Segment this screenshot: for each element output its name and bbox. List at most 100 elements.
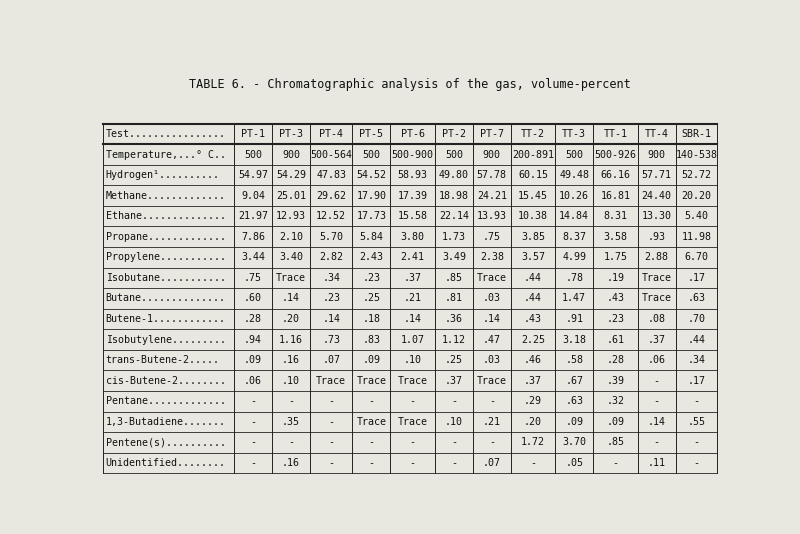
Text: .18: .18 xyxy=(362,314,380,324)
Text: Trace: Trace xyxy=(398,417,428,427)
Text: 2.88: 2.88 xyxy=(645,253,669,262)
Text: 1.12: 1.12 xyxy=(442,335,466,344)
Text: .23: .23 xyxy=(322,294,340,303)
Text: PT-5: PT-5 xyxy=(359,129,383,139)
Text: trans-Butene-2.....: trans-Butene-2..... xyxy=(106,355,219,365)
Text: -: - xyxy=(489,396,494,406)
Text: -: - xyxy=(694,458,699,468)
Text: Isobutylene.........: Isobutylene......... xyxy=(106,335,226,344)
Text: Trace: Trace xyxy=(276,273,306,283)
Text: -: - xyxy=(250,417,256,427)
Text: 20.20: 20.20 xyxy=(682,191,711,201)
Text: 1.75: 1.75 xyxy=(603,253,627,262)
Text: 54.97: 54.97 xyxy=(238,170,268,180)
Text: .34: .34 xyxy=(687,355,706,365)
Text: -: - xyxy=(288,396,294,406)
Text: .23: .23 xyxy=(362,273,380,283)
Text: 13.93: 13.93 xyxy=(477,211,506,221)
Text: 15.58: 15.58 xyxy=(398,211,428,221)
Text: Temperature,...° C..: Temperature,...° C.. xyxy=(106,150,226,160)
Text: 16.81: 16.81 xyxy=(601,191,630,201)
Text: .58: .58 xyxy=(566,355,583,365)
Text: TABLE 6. - Chromatographic analysis of the gas, volume-percent: TABLE 6. - Chromatographic analysis of t… xyxy=(189,78,631,91)
Text: .16: .16 xyxy=(282,458,300,468)
Text: .91: .91 xyxy=(566,314,583,324)
Text: Ethane..............: Ethane.............. xyxy=(106,211,226,221)
Text: 5.84: 5.84 xyxy=(359,232,383,242)
Text: PT-7: PT-7 xyxy=(480,129,504,139)
Text: 54.29: 54.29 xyxy=(276,170,306,180)
Text: .36: .36 xyxy=(445,314,463,324)
Text: 29.62: 29.62 xyxy=(316,191,346,201)
Text: .09: .09 xyxy=(244,355,262,365)
Text: .63: .63 xyxy=(566,396,583,406)
Text: .23: .23 xyxy=(606,314,625,324)
Text: .17: .17 xyxy=(687,376,706,386)
Text: 57.78: 57.78 xyxy=(477,170,506,180)
Text: .32: .32 xyxy=(606,396,625,406)
Text: .55: .55 xyxy=(687,417,706,427)
Text: .78: .78 xyxy=(566,273,583,283)
Text: -: - xyxy=(410,437,416,447)
Text: 8.37: 8.37 xyxy=(562,232,586,242)
Text: cis-Butene-2........: cis-Butene-2........ xyxy=(106,376,226,386)
Text: PT-2: PT-2 xyxy=(442,129,466,139)
Text: .39: .39 xyxy=(606,376,625,386)
Text: 500: 500 xyxy=(566,150,583,160)
Text: .06: .06 xyxy=(648,355,666,365)
Text: -: - xyxy=(451,396,457,406)
Text: .10: .10 xyxy=(404,355,422,365)
Text: 5.40: 5.40 xyxy=(684,211,708,221)
Text: 500-900: 500-900 xyxy=(392,150,434,160)
Text: 3.49: 3.49 xyxy=(442,253,466,262)
Text: .44: .44 xyxy=(524,294,542,303)
Text: Trace: Trace xyxy=(398,376,428,386)
Text: .09: .09 xyxy=(362,355,380,365)
Text: 1.16: 1.16 xyxy=(279,335,303,344)
Text: Unidentified........: Unidentified........ xyxy=(106,458,226,468)
Text: -: - xyxy=(328,437,334,447)
Text: 2.82: 2.82 xyxy=(319,253,343,262)
Text: PT-1: PT-1 xyxy=(241,129,265,139)
Text: 47.83: 47.83 xyxy=(316,170,346,180)
Text: Butane..............: Butane.............. xyxy=(106,294,226,303)
Text: Trace: Trace xyxy=(356,376,386,386)
Text: .20: .20 xyxy=(524,417,542,427)
Text: .08: .08 xyxy=(648,314,666,324)
Text: 24.40: 24.40 xyxy=(642,191,672,201)
Text: 2.10: 2.10 xyxy=(279,232,303,242)
Text: .14: .14 xyxy=(648,417,666,427)
Text: .37: .37 xyxy=(648,335,666,344)
Text: 12.93: 12.93 xyxy=(276,211,306,221)
Text: Trace: Trace xyxy=(477,273,506,283)
Text: Pentene(s)..........: Pentene(s).......... xyxy=(106,437,226,447)
Text: 500: 500 xyxy=(362,150,380,160)
Text: .70: .70 xyxy=(687,314,706,324)
Text: .09: .09 xyxy=(606,417,625,427)
Text: .09: .09 xyxy=(566,417,583,427)
Text: Propane.............: Propane............. xyxy=(106,232,226,242)
Text: 8.31: 8.31 xyxy=(603,211,627,221)
Text: -: - xyxy=(368,458,374,468)
Text: .21: .21 xyxy=(404,294,422,303)
Text: .10: .10 xyxy=(282,376,300,386)
Text: .94: .94 xyxy=(244,335,262,344)
Text: -: - xyxy=(410,458,416,468)
Text: -: - xyxy=(328,458,334,468)
Text: 500: 500 xyxy=(445,150,463,160)
Text: .28: .28 xyxy=(244,314,262,324)
Text: .35: .35 xyxy=(282,417,300,427)
Text: 54.52: 54.52 xyxy=(356,170,386,180)
Text: TT-3: TT-3 xyxy=(562,129,586,139)
Text: 2.25: 2.25 xyxy=(521,335,545,344)
Text: 1,3-Butadiene.......: 1,3-Butadiene....... xyxy=(106,417,226,427)
Text: .43: .43 xyxy=(606,294,625,303)
Text: Trace: Trace xyxy=(642,294,672,303)
Text: Pentane.............: Pentane............. xyxy=(106,396,226,406)
Text: 57.71: 57.71 xyxy=(642,170,672,180)
Text: 10.38: 10.38 xyxy=(518,211,548,221)
Text: 900: 900 xyxy=(282,150,300,160)
Text: -: - xyxy=(654,437,660,447)
Text: 17.73: 17.73 xyxy=(356,211,386,221)
Text: .75: .75 xyxy=(482,232,501,242)
